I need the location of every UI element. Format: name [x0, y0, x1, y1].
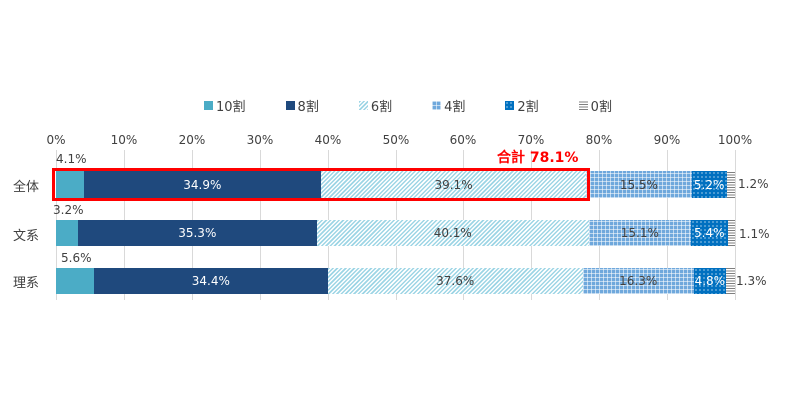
legend-item-2: 2割 [505, 96, 539, 115]
segment-6: 39.1% [320, 171, 587, 198]
swatch-icon [285, 101, 295, 110]
legend: 10割 8割 6割 4割 2割 0割 [204, 96, 652, 115]
segment-6: 37.6% [327, 268, 583, 294]
x-tick: 50% [382, 133, 410, 147]
swatch-icon [432, 101, 442, 110]
segment-10 [56, 171, 84, 198]
segment-10 [56, 268, 95, 294]
swatch-icon [358, 101, 368, 110]
label-10-all: 4.1% [56, 152, 87, 166]
segment-4: 15.5% [586, 171, 692, 198]
legend-item-0: 0割 [578, 96, 612, 115]
bar-row-all: 34.9% 39.1% 15.5% 5.2% [56, 171, 735, 198]
x-tick: 0% [46, 133, 66, 147]
segment-4: 16.3% [582, 268, 694, 294]
total-annotation: 合計 78.1% [497, 150, 579, 166]
label-10-humanities: 3.2% [53, 203, 84, 217]
segment-6: 40.1% [316, 220, 589, 246]
row-label-humanities: 文系 [13, 229, 40, 244]
segment-0 [726, 268, 735, 294]
swatch-icon [578, 101, 588, 110]
x-tick: 30% [246, 133, 274, 147]
segment-2: 5.2% [691, 171, 727, 198]
legend-item-4: 4割 [432, 96, 465, 115]
label-0-humanities: 1.1% [739, 227, 770, 241]
x-tick: 80% [585, 133, 613, 147]
segment-0 [726, 171, 735, 198]
x-tick: 40% [314, 133, 342, 147]
row-label-science: 理系 [13, 276, 40, 291]
legend-item-8: 8割 [285, 96, 319, 115]
legend-item-6: 6割 [358, 96, 392, 115]
bar-row-humanities: 35.3% 40.1% 15.1% 5.4% [56, 220, 735, 246]
swatch-icon [505, 101, 515, 110]
legend-item-10: 10割 [204, 96, 246, 115]
segment-4: 15.1% [588, 220, 691, 246]
segment-8: 35.3% [77, 220, 317, 246]
bar-row-science: 34.4% 37.6% 16.3% 4.8% [56, 268, 735, 294]
x-tick: 100% [717, 133, 753, 147]
segment-10 [56, 220, 78, 246]
x-tick: 20% [178, 133, 206, 147]
x-tick: 10% [110, 133, 138, 147]
x-tick: 90% [653, 133, 681, 147]
segment-0 [727, 220, 735, 246]
segment-8: 34.9% [83, 171, 321, 198]
highlight-box [52, 168, 590, 201]
segment-8: 34.4% [94, 268, 328, 294]
segment-2: 4.8% [693, 268, 727, 294]
gridline [735, 150, 736, 300]
row-label-all: 全体 [13, 180, 40, 195]
x-tick: 70% [517, 133, 545, 147]
segment-2: 5.4% [690, 220, 728, 246]
x-tick: 60% [449, 133, 477, 147]
label-0-all: 1.2% [738, 177, 769, 191]
swatch-icon [204, 101, 213, 110]
label-10-science: 5.6% [61, 251, 92, 265]
label-0-science: 1.3% [736, 274, 767, 288]
